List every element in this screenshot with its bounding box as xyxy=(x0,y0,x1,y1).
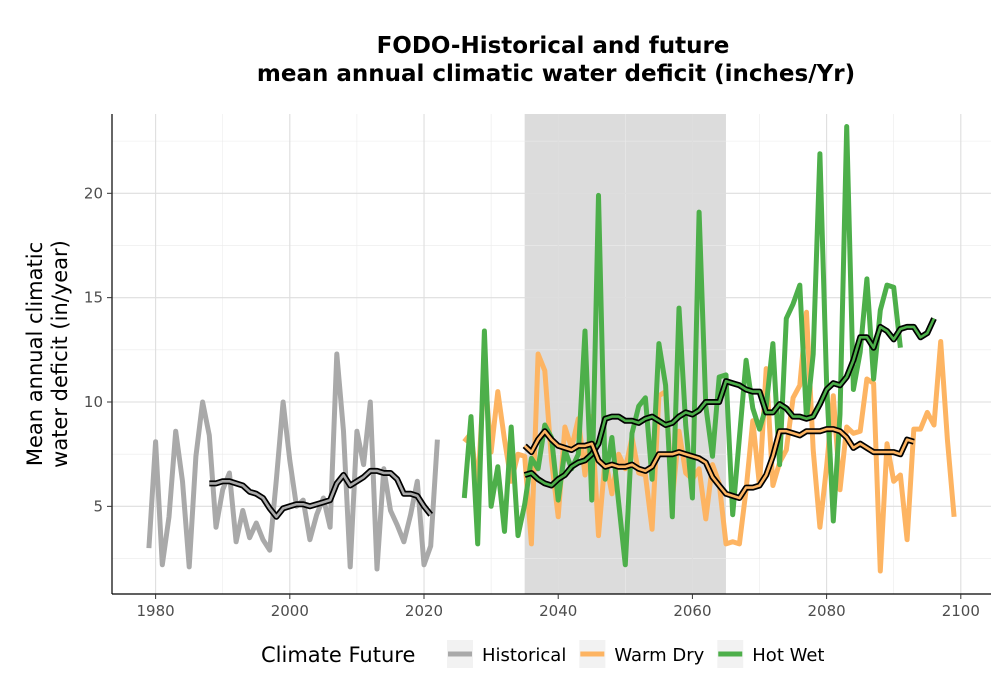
y-tick-label: 10 xyxy=(84,393,103,411)
series-line-historical xyxy=(146,351,440,572)
legend-title: Climate Future xyxy=(261,643,415,667)
legend-items: Historical Warm Dry Hot Wet xyxy=(447,640,824,668)
chart-title-line-2: mean annual climatic water deficit (inch… xyxy=(257,61,855,87)
tick-layer: 1980 2000 2020 2040 2060 2080 2100 5 10 15 20 xyxy=(84,184,980,620)
x-tick-label: 2040 xyxy=(539,602,577,620)
y-tick-label: 15 xyxy=(84,289,103,307)
x-tick-label: 2080 xyxy=(808,602,846,620)
legend-label-hot-wet: Hot Wet xyxy=(752,645,824,666)
x-tick-label: 2100 xyxy=(942,602,980,620)
series-line-hot-wet xyxy=(461,124,903,568)
legend: Climate Future Historical Warm Dry Hot Wet xyxy=(261,640,824,668)
smoothed-line-core-0 xyxy=(209,469,432,519)
x-tick-label: 2060 xyxy=(673,602,711,620)
smoothed-line-core-2 xyxy=(523,427,915,500)
y-axis-title-line-1: Mean annual climatic xyxy=(23,242,47,466)
axis-layer xyxy=(111,114,991,595)
series-line-warm-dry xyxy=(462,309,957,574)
x-tick-label: 1980 xyxy=(137,602,175,620)
series-layer xyxy=(146,124,957,574)
y-tick-label: 5 xyxy=(93,497,103,515)
chart-title-line-1: FODO-Historical and future xyxy=(377,33,730,59)
legend-label-historical: Historical xyxy=(482,645,566,666)
x-tick-label: 2000 xyxy=(271,602,309,620)
y-tick-label: 20 xyxy=(84,184,103,202)
legend-label-warm-dry: Warm Dry xyxy=(614,645,704,666)
y-axis-title-line-2: water deficit (in/year) xyxy=(48,240,72,468)
x-tick-label: 2020 xyxy=(405,602,443,620)
